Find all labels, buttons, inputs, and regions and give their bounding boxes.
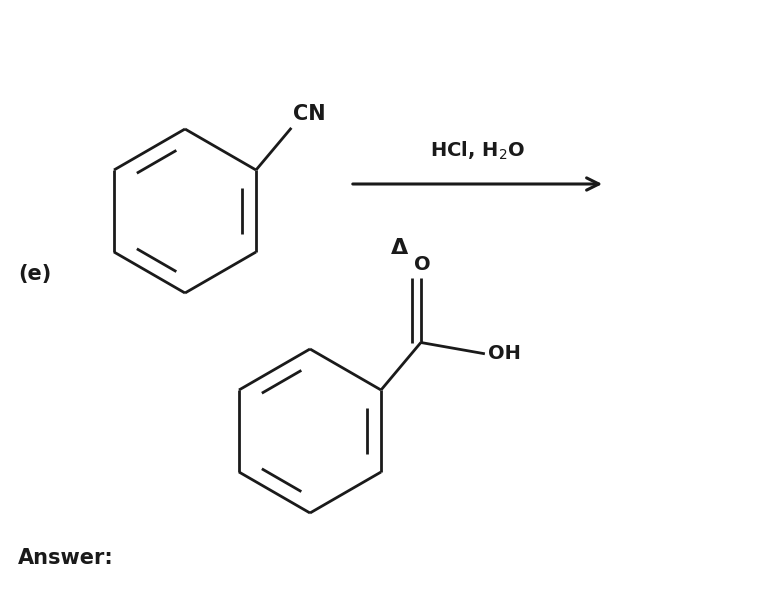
Text: (e): (e) (18, 264, 51, 284)
Text: HCl, H$_2$O: HCl, H$_2$O (430, 140, 525, 162)
Text: OH: OH (488, 344, 520, 363)
Text: Answer:: Answer: (18, 548, 114, 568)
Text: Δ: Δ (391, 238, 408, 258)
Text: O: O (414, 254, 430, 274)
Text: CN: CN (293, 104, 326, 124)
